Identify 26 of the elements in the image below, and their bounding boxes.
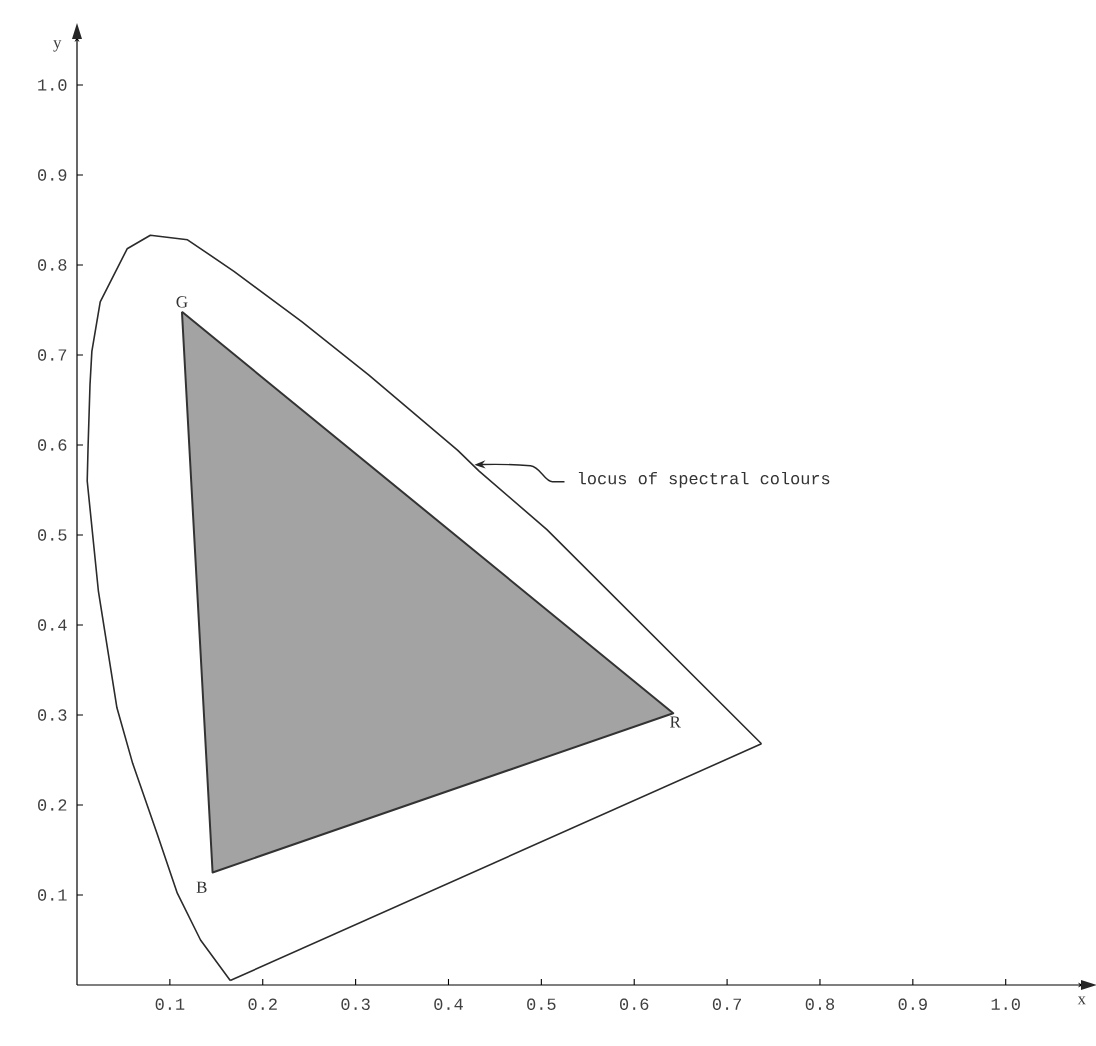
y-tick-label: 0.3 <box>38 709 67 721</box>
y-tick-label: 0.7 <box>38 349 67 361</box>
y-tick-label: 0.2 <box>38 799 67 811</box>
x-tick-label: 0.1 <box>155 998 185 1010</box>
annotation: G <box>176 296 188 308</box>
y-tick-label: 1.0 <box>38 79 67 91</box>
x-tick-label: 0.2 <box>248 998 277 1010</box>
y-tick-label: 0.5 <box>38 529 67 541</box>
x-tick-label: 0.6 <box>620 998 649 1010</box>
x-tick-label: 0.4 <box>434 998 463 1010</box>
x-tick-label: 0.9 <box>898 998 927 1010</box>
y-tick-label: 0.8 <box>38 259 67 271</box>
x-axis-title: x <box>1077 996 1086 1005</box>
annotation: locus of spectral colours <box>578 471 830 488</box>
y-tick-label: 0.4 <box>38 619 67 631</box>
x-tick-label: 0.5 <box>527 998 556 1010</box>
x-tick-label: 0.3 <box>341 998 370 1010</box>
y-tick-label: 0.6 <box>38 439 67 451</box>
x-tick-label: 0.7 <box>712 998 742 1010</box>
annotation: B <box>196 881 207 893</box>
y-tick-label: 0.1 <box>38 889 67 901</box>
annotation: R <box>670 716 681 728</box>
x-tick-label: 1.0 <box>991 998 1020 1010</box>
x-tick-label: 0.8 <box>805 998 835 1010</box>
y-tick-label: 0.9 <box>38 169 67 181</box>
y-axis-title: y <box>53 40 62 52</box>
